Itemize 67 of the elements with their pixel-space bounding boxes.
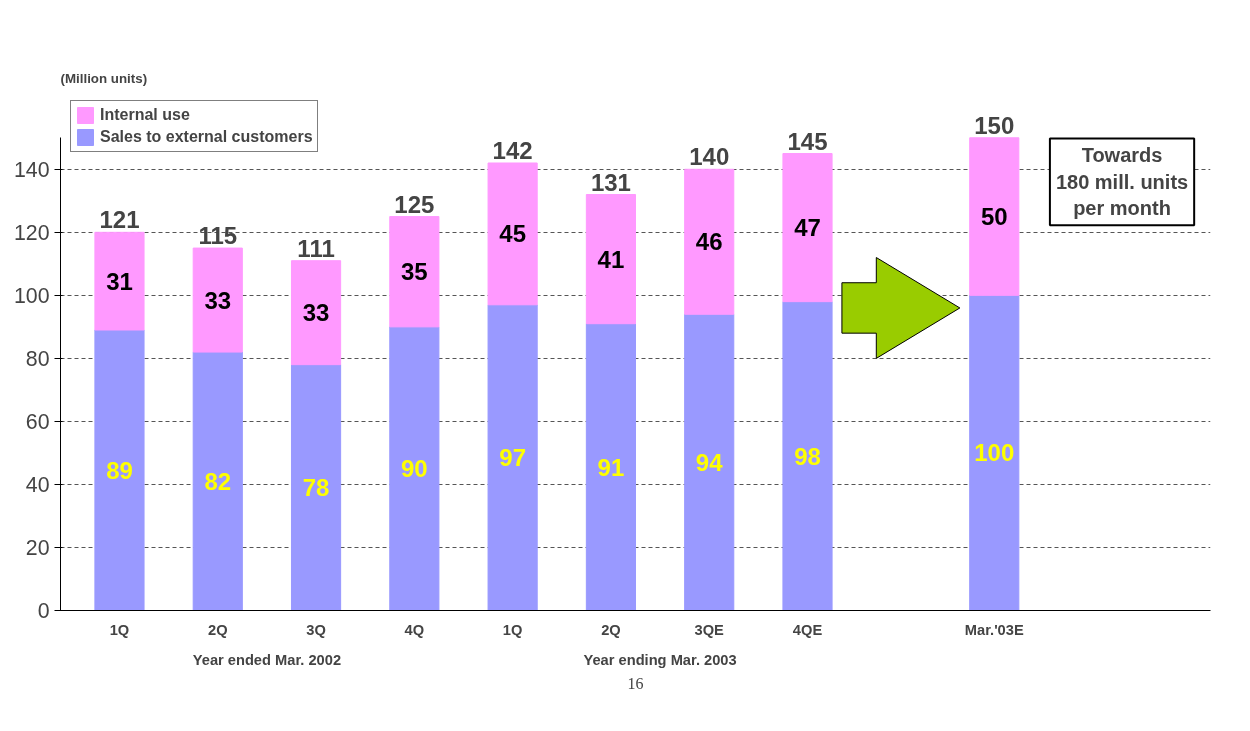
data-label: 50 [980,203,1008,231]
bar [290,364,342,611]
data-label: 47 [794,214,821,242]
data-label: 31 [106,267,133,295]
data-label: 45 [499,220,526,248]
x-tick-label: Mar.'03E [964,621,1024,638]
total-label: 111 [297,234,335,262]
data-label: 94 [695,448,724,476]
data-label: 90 [401,455,428,483]
total-label: 131 [590,168,631,196]
x-tick-label: 3Q [306,621,326,638]
text: 16 [627,674,644,692]
bar [487,304,538,611]
text: Towards 180 mill. units per month [1055,144,1189,220]
data-label: 33 [204,286,232,314]
total-label: 145 [787,127,828,155]
y-tick-label: 140 [13,157,50,182]
x-tick-label: 2Q [207,621,228,638]
y-axis-title: (Million units) [60,70,148,86]
total-label: 115 [198,222,238,250]
bar [290,260,342,366]
x-tick-label: 1Q [502,621,523,638]
y-tick-label: 40 [25,472,50,497]
bar [94,329,145,611]
y-tick-label: 100 [13,283,50,308]
y-tick-label: 80 [25,346,50,371]
x-tick-label: 1Q [109,621,130,638]
legend-label: Internal use [100,106,190,124]
y-tick-label: 120 [13,220,50,245]
data-label: 35 [401,258,428,286]
data-label: 78 [302,474,330,502]
text: Year ended Mar. 2002 [192,651,342,668]
bar [389,326,440,611]
total-label: 125 [394,190,435,218]
data-label: 82 [204,467,232,495]
x-tick-label: 3QE [694,621,725,638]
x-tick-label: 4QE [792,621,823,638]
data-label: 33 [302,299,330,327]
bar [389,216,440,328]
y-tick-label: 0 [37,599,50,623]
bar [585,194,636,325]
bar [684,168,735,315]
x-tick-label: 2Q [601,621,621,638]
data-label: 46 [695,228,723,256]
bar [782,301,833,611]
y-tick-label: 20 [25,535,50,560]
bar [192,247,243,353]
y-tick-label: 60 [25,409,50,434]
data-label: 98 [794,442,821,470]
bar [782,153,833,303]
bar [585,323,636,611]
bar [487,162,538,306]
legend-label: Sales to external customers [100,128,313,146]
total-label: 121 [99,206,140,234]
text: Year ending Mar. 2003 [583,651,737,668]
bar [684,313,735,611]
bar [94,231,145,331]
data-label: 97 [499,444,526,472]
data-label: 89 [106,456,133,484]
x-tick-label: 4Q [404,621,425,638]
total-label: 150 [974,111,1015,139]
total-label: 142 [492,136,533,164]
data-label: 41 [597,245,625,273]
data-label: 91 [597,453,625,481]
data-label: 100 [974,439,1015,467]
bar [192,351,243,611]
total-label: 140 [689,143,730,171]
